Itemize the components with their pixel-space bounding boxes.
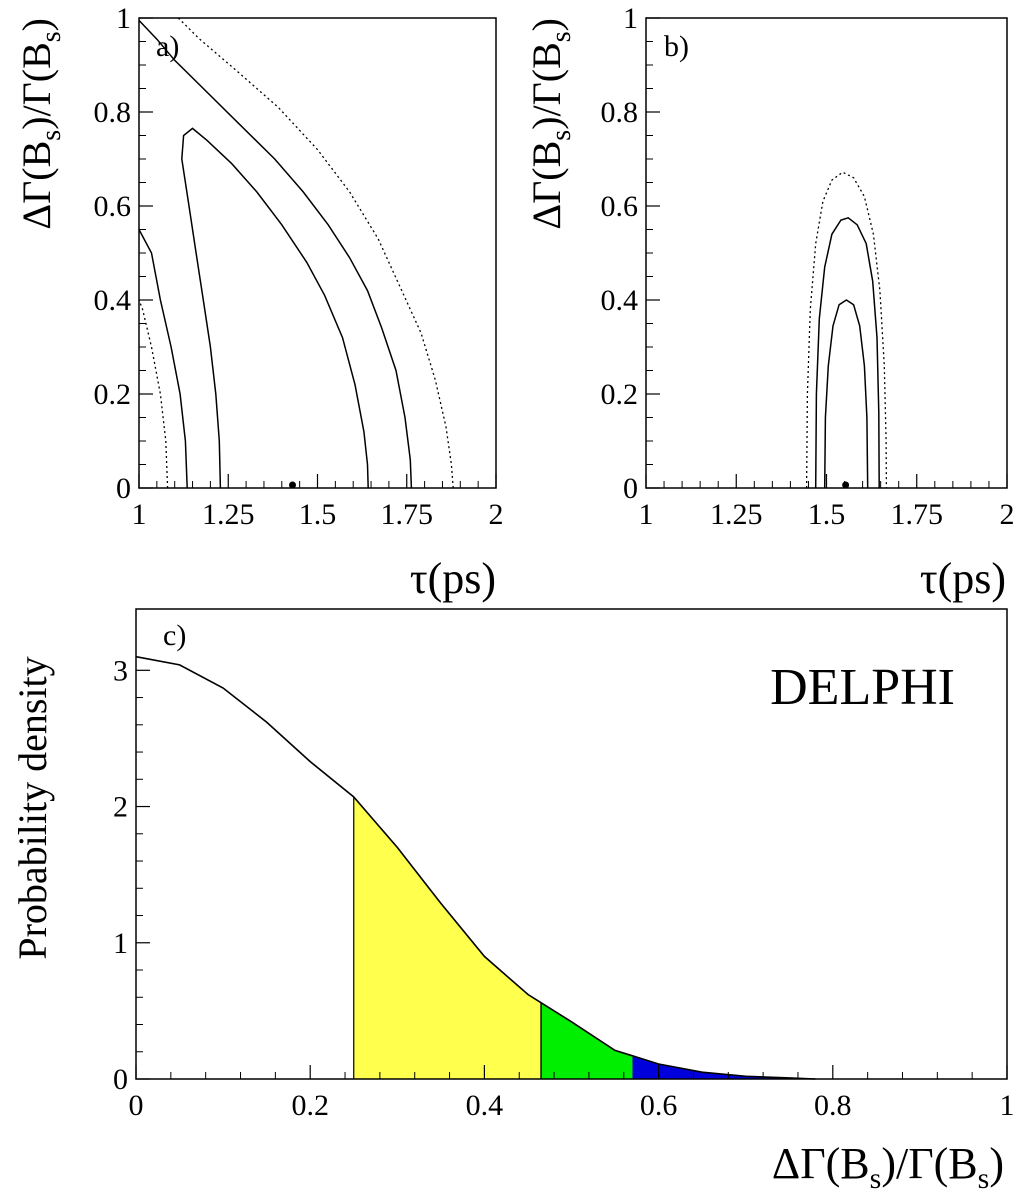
panel-b-y-axis-label-part: )/Γ(B <box>524 42 569 130</box>
panel-a-frame <box>138 17 497 489</box>
panel-c-x-tick-label: 1 <box>1000 1089 1015 1122</box>
panel-b-x-axis-label: τ(ps) <box>920 554 1006 603</box>
panel-c-x-tick-label: 0.2 <box>291 1089 329 1122</box>
panel-c-x-axis-label-subscript: s <box>870 1162 882 1195</box>
density-curve-line <box>135 655 816 1080</box>
panel-c-shaded-bands <box>353 797 816 1079</box>
panel-c-x-axis-label-part: ΔΓ(B <box>772 1139 870 1188</box>
panel-b-solid-contour <box>814 216 880 489</box>
panel-b-dotted-contour <box>805 171 888 489</box>
panel-b-y-axis-label-part: ) <box>524 18 569 31</box>
panel-a-label: a) <box>156 30 179 63</box>
panel-a-contour-plot: a) 1 1.25 1.5 1.75 2 0 0.2 0.4 0.6 0.8 1 τ(ps) ΔΓ… <box>14 2 504 603</box>
panel-c-x-ticks: 0 0.2 0.4 0.6 0.8 1 <box>129 1065 1015 1122</box>
panel-b-x-axis-label-symbol: τ <box>920 554 938 603</box>
panel-a-x-axis-label-symbol: τ <box>410 554 428 603</box>
panel-c-x-axis-label-part: )/Γ(B <box>881 1139 977 1188</box>
panel-c-x-tick-label: 0.8 <box>814 1089 852 1122</box>
panel-b-y-tick-label: 0.2 <box>601 378 639 411</box>
panel-b-y-tick-label: 0 <box>623 472 638 505</box>
panel-b-y-tick-label: 0.4 <box>601 284 639 317</box>
panel-a-x-axis-label-unit: (ps) <box>428 554 496 603</box>
panel-a-solid-contour <box>138 229 188 489</box>
panel-a-solid-contour <box>181 127 369 489</box>
panel-b-best-fit-point <box>842 481 850 489</box>
panel-b-x-tick-label: 1.25 <box>710 498 763 531</box>
panel-a-y-ticks: 0 0.2 0.4 0.6 0.8 1 <box>94 2 153 505</box>
panel-a-y-axis-label-subscript: s <box>36 130 67 141</box>
panel-b-frame <box>645 17 1008 489</box>
panel-a-x-axis-label: τ(ps) <box>410 554 496 603</box>
panel-a-y-tick-label: 0.4 <box>94 284 132 317</box>
panel-c-y-ticks: 0 1 2 3 <box>113 654 150 1096</box>
shaded-band-3 <box>632 1055 816 1079</box>
panel-c-x-tick-label: 0 <box>129 1089 144 1122</box>
panel-b-y-tick-label: 1 <box>623 2 638 35</box>
panel-a-y-axis-label-part: ΔΓ(B <box>14 141 59 230</box>
panel-a-x-tick-label: 1 <box>132 498 147 531</box>
panel-b-x-tick-label: 2 <box>1000 498 1015 531</box>
panel-a-dotted-contour <box>177 17 454 489</box>
panel-b-y-axis-label-part: ΔΓ(B <box>524 141 569 230</box>
panel-b-contours <box>805 171 888 489</box>
panel-b-y-axis-label: ΔΓ(Bs)/Γ(Bs) <box>524 18 577 230</box>
delphi-annotation: DELPHI <box>770 659 955 716</box>
panel-b-label: b) <box>664 30 689 63</box>
panel-c-y-tick-label: 2 <box>113 791 128 824</box>
shaded-band-2 <box>541 1002 633 1079</box>
panel-a-y-tick-label: 0.6 <box>94 190 132 223</box>
shaded-band-1 <box>353 797 541 1079</box>
panel-b-y-tick-label: 0.6 <box>601 190 639 223</box>
panel-c-y-tick-label: 0 <box>113 1063 128 1096</box>
panel-b-x-tick-label: 1.75 <box>891 498 944 531</box>
panel-a-x-tick-label: 1.5 <box>299 498 337 531</box>
panel-c-y-axis-label: Probability density <box>10 656 55 959</box>
panel-b-x-tick-label: 1 <box>639 498 654 531</box>
panel-b-contour-plot: b) 1 1.25 1.5 1.75 2 0 0.2 0.4 0.6 0.8 1 τ(ps) ΔΓ… <box>524 2 1015 603</box>
panel-a-y-axis-label-part: )/Γ(B <box>14 42 59 130</box>
panel-a-x-ticks: 1 1.25 1.5 1.75 2 <box>132 474 504 531</box>
panel-a-y-tick-label: 0.2 <box>94 378 132 411</box>
panel-a-x-tick-label: 2 <box>489 498 504 531</box>
panel-b-solid-contour <box>823 299 869 489</box>
panel-b-x-ticks: 1 1.25 1.5 1.75 2 <box>639 474 1015 531</box>
panel-a-solid-contour <box>138 19 413 489</box>
panel-c-x-tick-label: 0.6 <box>640 1089 678 1122</box>
panel-a-y-tick-label: 1 <box>116 2 131 35</box>
panel-c-density-curve <box>135 655 816 1080</box>
panel-c-frame <box>135 608 1008 1080</box>
panel-c-x-axis-label: ΔΓ(Bs)/Γ(Bs) <box>772 1139 1004 1195</box>
panel-a-y-axis-label: ΔΓ(Bs)/Γ(Bs) <box>14 18 67 230</box>
panel-b-x-axis-label-unit: (ps) <box>938 554 1006 603</box>
panel-a-x-tick-label: 1.25 <box>202 498 255 531</box>
panel-b-y-tick-label: 0.8 <box>601 96 639 129</box>
panel-c-y-tick-label: 1 <box>113 927 128 960</box>
panel-a-x-tick-label: 1.75 <box>381 498 434 531</box>
panel-a-contours <box>138 17 454 489</box>
panel-b-y-axis-label-subscript: s <box>546 31 577 42</box>
panel-c-probability-plot: c) DELPHI 0 0.2 0.4 0.6 0.8 1 0 1 2 3 Probabilit… <box>10 608 1015 1195</box>
panel-b-y-axis-label-subscript: s <box>546 130 577 141</box>
panel-a-y-tick-label: 0.8 <box>94 96 132 129</box>
panel-a-y-axis-label-subscript: s <box>36 31 67 42</box>
panel-c-x-axis-label-subscript: s <box>978 1162 990 1195</box>
panel-b-x-tick-label: 1.5 <box>808 498 846 531</box>
panel-c-x-axis-label-part: ) <box>989 1139 1004 1188</box>
panel-a-y-axis-label-part: ) <box>14 18 59 31</box>
panel-c-y-tick-label: 3 <box>113 654 128 687</box>
panel-c-label: c) <box>163 619 186 652</box>
panel-c-x-tick-label: 0.4 <box>466 1089 504 1122</box>
panel-a-best-fit-point <box>289 481 297 489</box>
panel-b-y-ticks: 0 0.2 0.4 0.6 0.8 1 <box>601 2 660 505</box>
panel-a-y-tick-label: 0 <box>116 472 131 505</box>
